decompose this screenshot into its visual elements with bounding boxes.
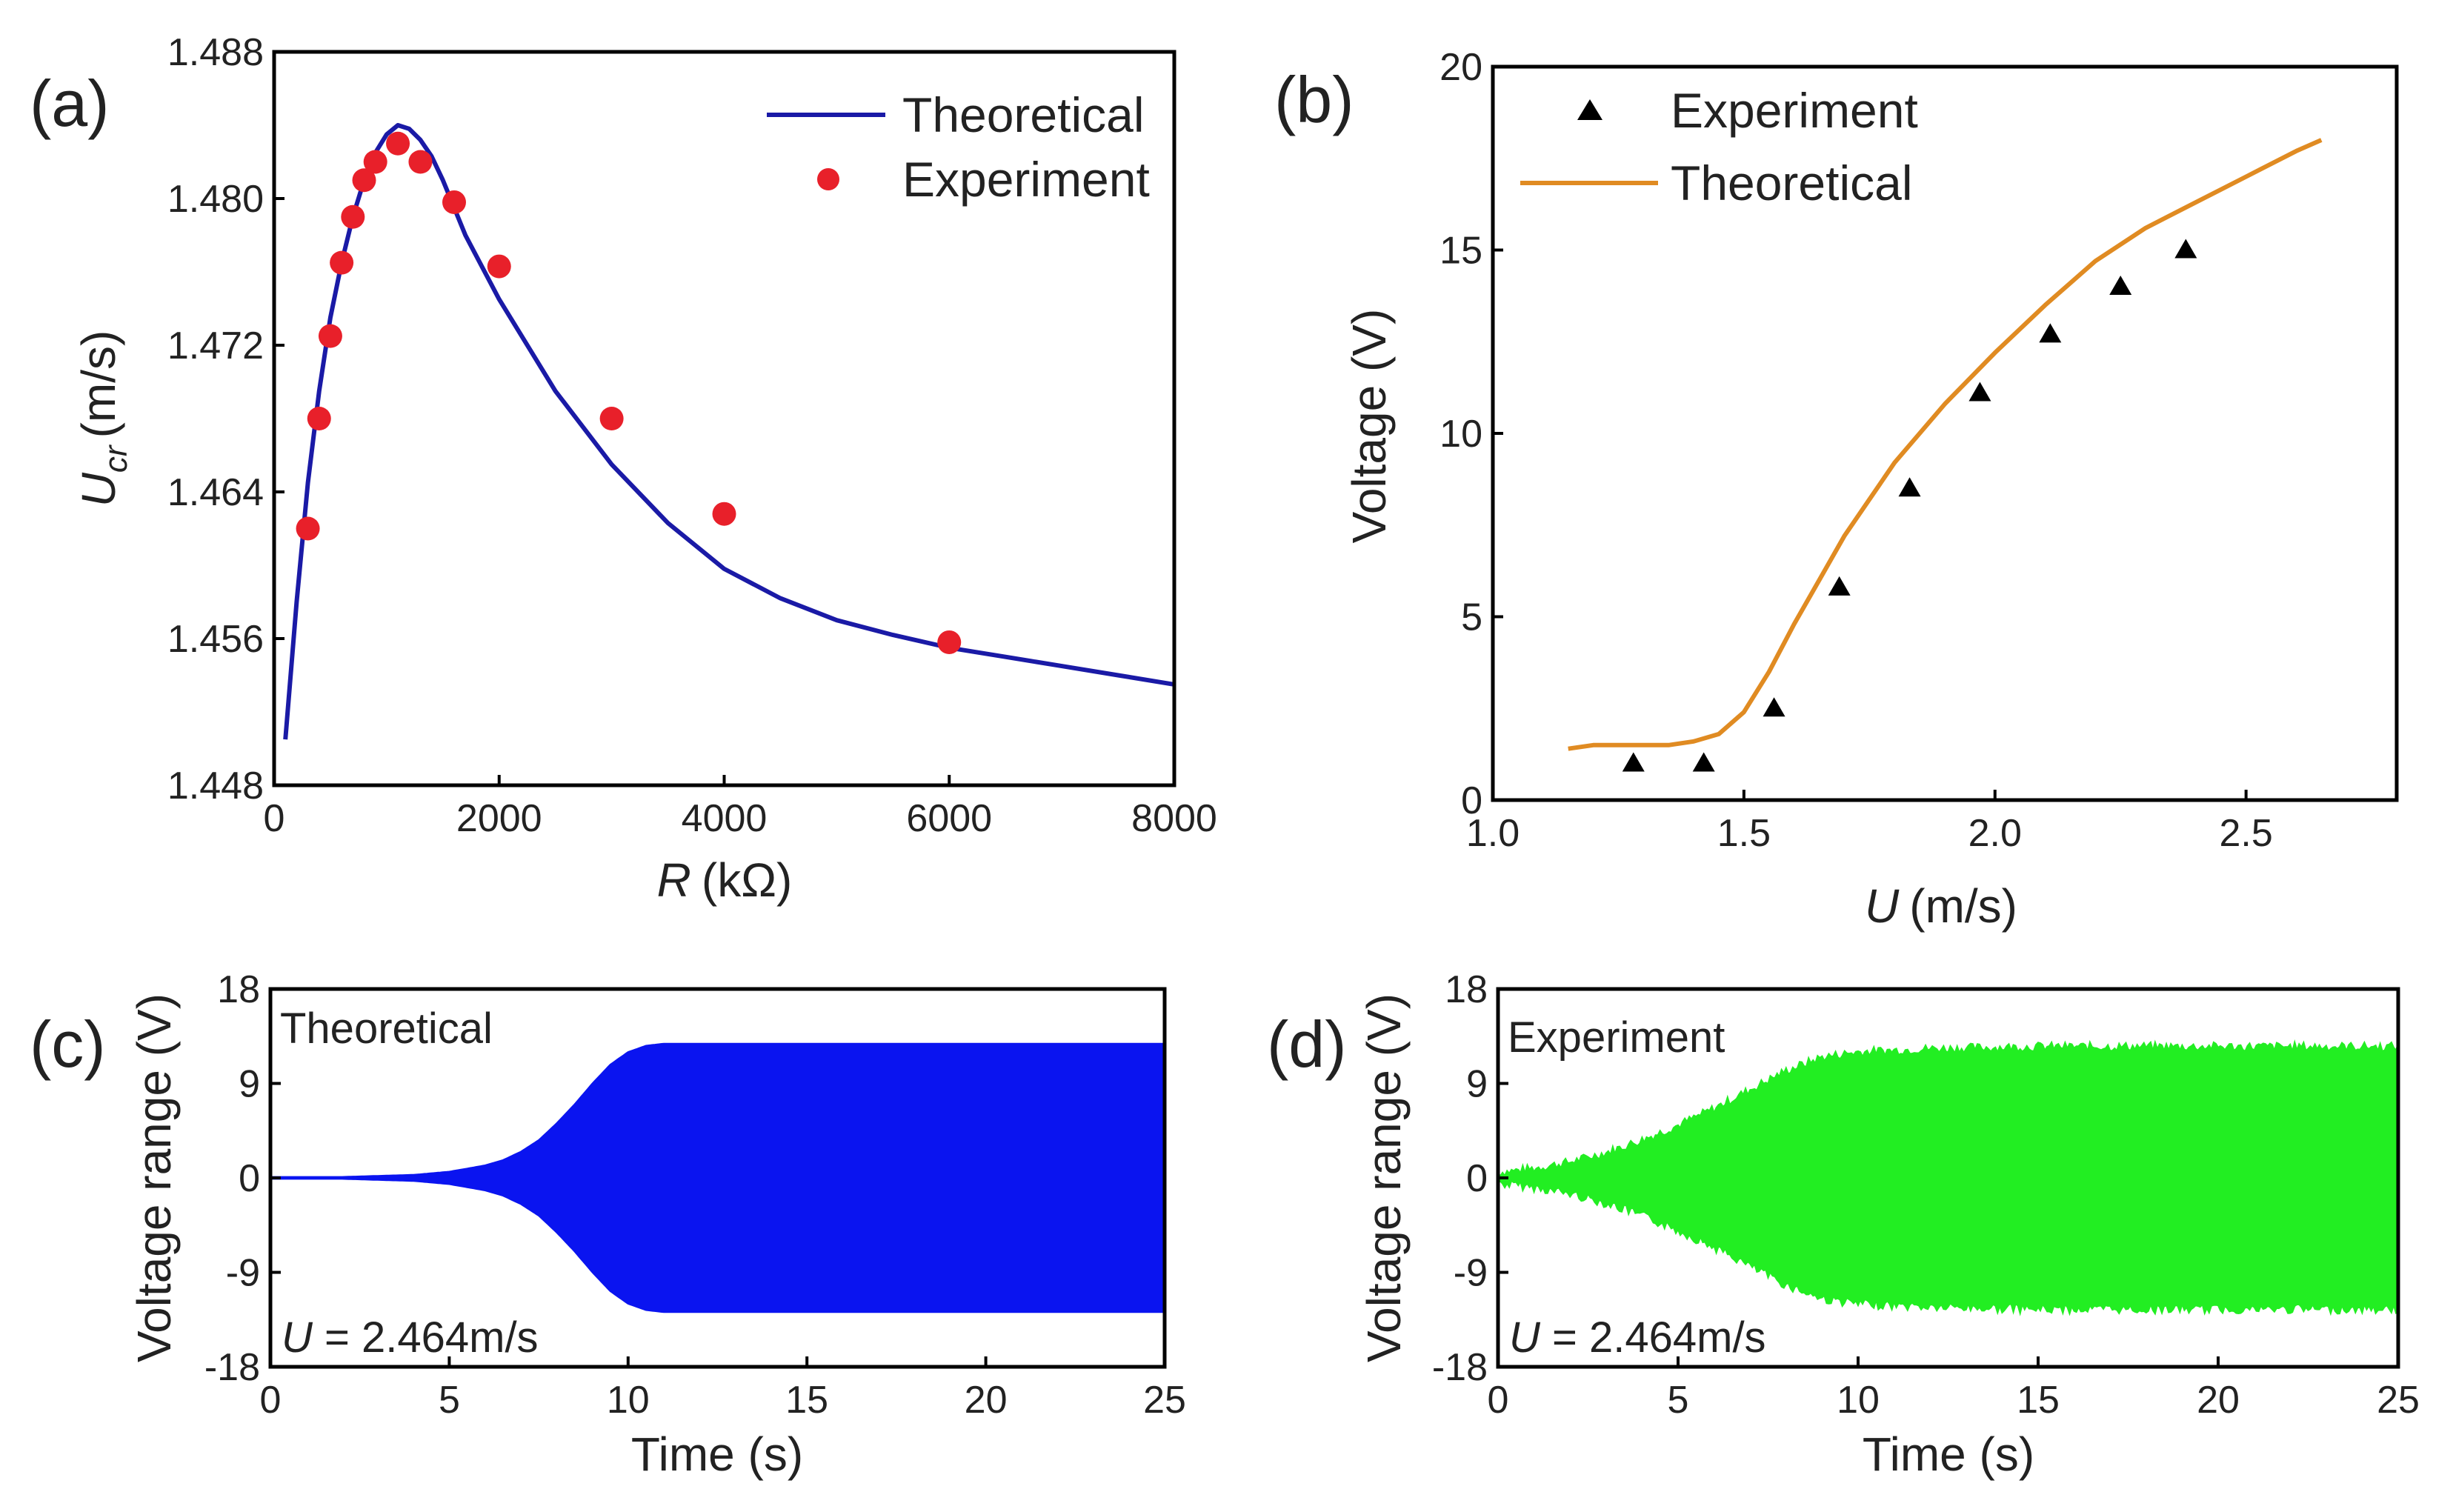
experiment-point-a bbox=[442, 190, 466, 214]
x-tick-label-d: 15 bbox=[2017, 1379, 2060, 1422]
legend-swatch-experiment-a bbox=[817, 168, 839, 190]
y-tick-label-c: -9 bbox=[226, 1252, 260, 1295]
y-tick-label-d: -18 bbox=[1432, 1346, 1488, 1389]
x-tick-label-a: 2000 bbox=[456, 797, 542, 840]
x-tick-label-a: 8000 bbox=[1131, 797, 1217, 840]
legend-label-theoretical-a: Theoretical bbox=[902, 87, 1145, 142]
y-tick-label-d: 9 bbox=[1466, 1063, 1488, 1106]
y-tick-label-b: 5 bbox=[1461, 596, 1482, 639]
figure: (a) 0 2000 4000 6000 80001.4481.4561.4641.47… bbox=[0, 0, 2453, 1512]
x-tick-label-a: 6000 bbox=[906, 797, 992, 840]
experiment-point-a bbox=[319, 324, 342, 348]
experiment-point-a bbox=[307, 407, 331, 430]
experiment-point-b bbox=[2174, 239, 2197, 259]
x-axis-label-d: Time (s) bbox=[1863, 1428, 2034, 1481]
x-axis-label-b: U (m/s) bbox=[1865, 879, 2017, 933]
y-tick-label-a: 1.448 bbox=[167, 765, 264, 807]
experiment-point-b bbox=[1828, 576, 1851, 596]
plot-frame-b bbox=[1493, 67, 2397, 800]
y-tick-label-a: 1.488 bbox=[167, 31, 264, 74]
legend-swatch-experiment-b bbox=[1577, 99, 1602, 120]
y-tick-label-c: 0 bbox=[239, 1157, 260, 1200]
panel-c: (c) 0 5 10 15 20 25 -18 -9 0 9 18 Theoretical U = … bbox=[30, 968, 1186, 1481]
panel-label-d: (d) bbox=[1267, 1008, 1347, 1081]
panel-label-c: (c) bbox=[30, 1008, 106, 1081]
legend-b: Experiment Theoretical bbox=[1520, 83, 1918, 210]
y-tick-label-a: 1.472 bbox=[167, 324, 264, 367]
x-tick-label-c: 0 bbox=[260, 1379, 282, 1422]
y-axis-label-a: Ucr(m/s) bbox=[72, 330, 134, 507]
x-tick-label-d: 25 bbox=[2377, 1379, 2420, 1422]
y-axis-label-d: Voltage range (V) bbox=[1357, 993, 1411, 1362]
x-tick-label-a: 0 bbox=[264, 797, 285, 840]
experiment-point-a bbox=[408, 150, 432, 174]
legend-label-experiment-b: Experiment bbox=[1671, 83, 1918, 138]
legend-label-experiment-a: Experiment bbox=[902, 152, 1150, 207]
x-tick-label-a: 4000 bbox=[682, 797, 768, 840]
y-tick-label-b: 10 bbox=[1439, 413, 1482, 456]
x-tick-label-d: 5 bbox=[1668, 1379, 1689, 1422]
experiment-point-a bbox=[330, 251, 353, 275]
experiment-point-a bbox=[600, 407, 624, 430]
y-tick-label-d: 0 bbox=[1466, 1157, 1488, 1200]
x-tick-label-c: 15 bbox=[785, 1379, 828, 1422]
experiment-point-a bbox=[386, 132, 410, 156]
y-axis-label-c: Voltage range (V) bbox=[127, 993, 181, 1362]
y-tick-label-c: 18 bbox=[217, 968, 260, 1011]
y-axis-label-b: Voltage (V) bbox=[1342, 309, 1396, 544]
x-tick-label-c: 10 bbox=[607, 1379, 650, 1422]
experiment-point-b bbox=[1899, 477, 1921, 496]
y-tick-label-b: 20 bbox=[1439, 46, 1482, 89]
experiment-point-a bbox=[713, 502, 736, 526]
experiment-point-a bbox=[937, 630, 961, 654]
experiment-point-b bbox=[1763, 697, 1785, 716]
y-tick-label-a: 1.464 bbox=[167, 471, 264, 514]
theoretical-line-a bbox=[285, 125, 1174, 739]
x-tick-label-d: 20 bbox=[2197, 1379, 2240, 1422]
y-tick-label-b: 15 bbox=[1439, 230, 1482, 273]
x-tick-label-b: 2.0 bbox=[1968, 812, 2022, 855]
experiment-point-a bbox=[296, 517, 320, 541]
y-tick-label-d: -9 bbox=[1454, 1252, 1488, 1295]
y-tick-label-b: 0 bbox=[1461, 779, 1482, 822]
experiment-point-a bbox=[341, 205, 365, 229]
x-tick-label-b: 2.5 bbox=[2220, 812, 2273, 855]
x-tick-label-c: 5 bbox=[439, 1379, 460, 1422]
experiment-point-a bbox=[487, 255, 511, 279]
x-tick-label-d: 0 bbox=[1488, 1379, 1509, 1422]
y-tick-label-a: 1.480 bbox=[167, 178, 264, 221]
experiment-point-b bbox=[1693, 753, 1715, 772]
experiment-point-b bbox=[1622, 753, 1645, 772]
x-tick-label-b: 1.5 bbox=[1717, 812, 1771, 855]
x-tick-label-c: 20 bbox=[965, 1379, 1008, 1422]
theoretical-line-b bbox=[1568, 140, 2322, 749]
x-tick-label-d: 10 bbox=[1837, 1379, 1880, 1422]
panel-label-a: (a) bbox=[30, 67, 110, 140]
inset-title-c: Theoretical bbox=[280, 1005, 493, 1053]
experiment-point-b bbox=[2039, 323, 2061, 342]
y-tick-label-a: 1.456 bbox=[167, 618, 264, 661]
y-tick-label-c: -18 bbox=[204, 1346, 260, 1389]
x-tick-label-c: 25 bbox=[1143, 1379, 1186, 1422]
x-axis-label-a: R (kΩ) bbox=[657, 853, 793, 907]
x-axis-label-c: Time (s) bbox=[631, 1428, 803, 1481]
y-tick-label-d: 18 bbox=[1445, 968, 1488, 1011]
speed-annotation-c: U = 2.464m/s bbox=[282, 1313, 539, 1362]
legend-label-theoretical-b: Theoretical bbox=[1671, 156, 1913, 210]
panel-a: (a) 0 2000 4000 6000 8000 1.448 1.456 1.464 1.47… bbox=[30, 31, 1217, 907]
experiment-point-b bbox=[2109, 276, 2131, 295]
speed-annotation-d: U = 2.464m/s bbox=[1509, 1313, 1766, 1362]
inset-title-d: Experiment bbox=[1508, 1013, 1725, 1062]
panel-label-b: (b) bbox=[1274, 63, 1354, 136]
panel-d: (d) 0 5 10 15 20 25 -18 -9 0 9 18 Experiment U = 2… bbox=[1267, 968, 2420, 1481]
experiment-point-a bbox=[364, 150, 387, 174]
experiment-point-b bbox=[1968, 382, 1991, 402]
legend-a: Theoretical Experiment bbox=[767, 87, 1150, 207]
y-tick-label-c: 9 bbox=[239, 1063, 260, 1106]
